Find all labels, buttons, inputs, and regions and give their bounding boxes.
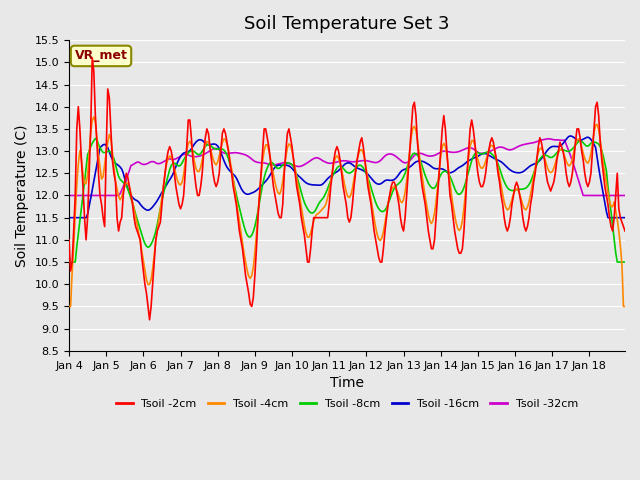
Tsoil -32cm xyxy=(621,192,629,198)
Tsoil -32cm xyxy=(250,157,257,163)
Tsoil -2cm xyxy=(593,99,601,105)
Tsoil -8cm xyxy=(135,221,143,227)
Tsoil -32cm xyxy=(545,136,553,142)
Line: Tsoil -16cm: Tsoil -16cm xyxy=(69,136,625,217)
Tsoil -8cm xyxy=(65,259,73,265)
Tsoil -16cm xyxy=(65,215,73,220)
Tsoil -2cm xyxy=(65,237,73,243)
Tsoil -16cm xyxy=(567,133,575,139)
Tsoil -4cm xyxy=(592,122,600,128)
Tsoil -8cm xyxy=(260,175,268,181)
Tsoil -4cm xyxy=(232,198,240,204)
Tsoil -8cm xyxy=(592,140,600,145)
Line: Tsoil -2cm: Tsoil -2cm xyxy=(69,58,625,320)
Tsoil -8cm xyxy=(92,136,99,142)
Tsoil -8cm xyxy=(621,259,629,265)
Tsoil -4cm xyxy=(90,114,98,120)
Tsoil -16cm xyxy=(621,215,629,220)
Text: VR_met: VR_met xyxy=(75,49,127,62)
Tsoil -8cm xyxy=(232,192,240,197)
Tsoil -32cm xyxy=(133,159,141,165)
Tsoil -32cm xyxy=(592,192,600,198)
Tsoil -16cm xyxy=(231,173,239,179)
Tsoil -16cm xyxy=(133,198,141,204)
Tsoil -16cm xyxy=(250,190,257,195)
Tsoil -4cm xyxy=(65,303,73,309)
Tsoil -2cm xyxy=(621,228,629,234)
Tsoil -16cm xyxy=(259,181,266,187)
Line: Tsoil -32cm: Tsoil -32cm xyxy=(69,139,625,195)
Tsoil -2cm xyxy=(88,55,96,61)
Tsoil -4cm xyxy=(260,147,268,153)
Tsoil -16cm xyxy=(308,182,316,188)
Tsoil -8cm xyxy=(310,209,317,215)
Tsoil -2cm xyxy=(312,215,319,220)
Y-axis label: Soil Temperature (C): Soil Temperature (C) xyxy=(15,124,29,267)
X-axis label: Time: Time xyxy=(330,376,364,390)
Tsoil -2cm xyxy=(135,232,143,238)
Tsoil -4cm xyxy=(310,218,317,224)
Tsoil -32cm xyxy=(259,160,266,166)
Tsoil -32cm xyxy=(308,156,316,162)
Tsoil -32cm xyxy=(231,150,239,156)
Title: Soil Temperature Set 3: Soil Temperature Set 3 xyxy=(244,15,450,33)
Tsoil -2cm xyxy=(262,126,269,132)
Tsoil -4cm xyxy=(135,230,143,236)
Line: Tsoil -8cm: Tsoil -8cm xyxy=(69,139,625,262)
Tsoil -2cm xyxy=(234,215,242,220)
Tsoil -16cm xyxy=(592,144,600,150)
Tsoil -2cm xyxy=(253,246,260,252)
Tsoil -4cm xyxy=(251,250,259,255)
Tsoil -2cm xyxy=(146,317,154,323)
Tsoil -8cm xyxy=(251,223,259,229)
Tsoil -32cm xyxy=(65,192,73,198)
Line: Tsoil -4cm: Tsoil -4cm xyxy=(69,117,625,306)
Tsoil -4cm xyxy=(621,303,629,309)
Legend: Tsoil -2cm, Tsoil -4cm, Tsoil -8cm, Tsoil -16cm, Tsoil -32cm: Tsoil -2cm, Tsoil -4cm, Tsoil -8cm, Tsoi… xyxy=(111,395,582,414)
